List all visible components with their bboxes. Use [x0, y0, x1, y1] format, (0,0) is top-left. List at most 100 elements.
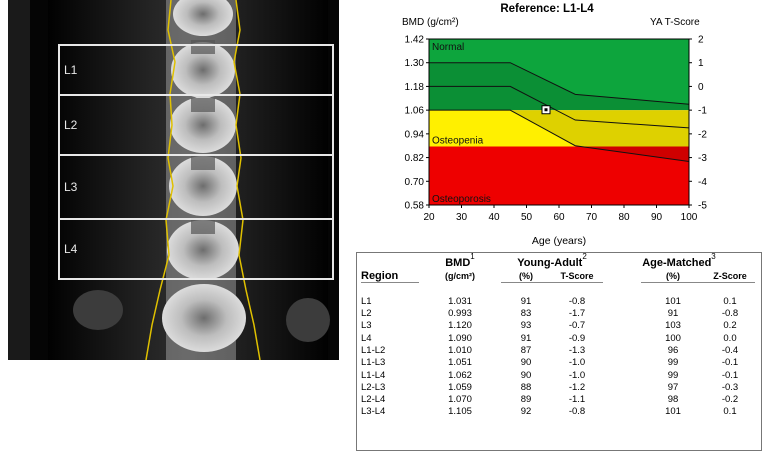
value-cell: 0.1 — [723, 406, 737, 418]
region-cell: L1-L3 — [361, 357, 386, 369]
vertebrae-group — [73, 0, 330, 352]
x-tick-label: 90 — [651, 212, 663, 223]
value-cell: -1.0 — [568, 369, 586, 381]
value-cell: 92 — [520, 406, 532, 418]
y-tick-label: 1.06 — [405, 106, 425, 117]
value-cell: -0.2 — [721, 394, 739, 406]
value-cell: 0.1 — [723, 295, 737, 307]
value-cell: -0.8 — [721, 308, 739, 320]
table-row: L3-L4 1.105 92 -0.8 101 0.1 — [361, 406, 755, 418]
bone-edge-left — [145, 0, 176, 360]
col-header-region: Region — [361, 270, 399, 283]
reference-curve-mean — [429, 85, 690, 129]
y-tick-label: 1.42 — [405, 35, 425, 46]
bmd-results-table-panel: BMD1 Young-Adult2 Age-Matched3 Region (g… — [356, 252, 762, 451]
header-divider-row — [361, 282, 755, 296]
value-cell: 89 — [520, 394, 532, 406]
value-cell: 0.2 — [723, 320, 737, 332]
region-cell: L2 — [361, 308, 372, 320]
x-tick-label: 30 — [456, 212, 468, 223]
region-cell: L2-L4 — [361, 394, 386, 406]
zone-label-osteoporosis: Osteoporosis — [432, 194, 491, 205]
osteoporosis-zone — [429, 146, 689, 205]
y-tick-label: 0.70 — [405, 177, 425, 188]
y2-tick-label: 2 — [698, 35, 704, 46]
col-header-am-pct: (%) — [666, 271, 680, 282]
value-cell: 97 — [667, 381, 679, 393]
value-cell: -0.7 — [568, 320, 586, 332]
table-row: L1-L2 1.010 87 -1.3 96 -0.4 — [361, 345, 755, 357]
value-cell: 1.120 — [448, 320, 472, 332]
table-row: L3 1.120 93 -0.7 103 0.2 — [361, 320, 755, 332]
value-cell: -0.4 — [721, 344, 739, 356]
value-cell: 88 — [520, 381, 532, 393]
value-cell: 90 — [520, 357, 532, 369]
region-cell: L2-L3 — [361, 381, 386, 393]
region-cell: L1-L2 — [361, 344, 386, 356]
roi-box-l3[interactable]: L3 — [58, 154, 334, 220]
y2-tick-label: -2 — [698, 129, 707, 140]
roi-label-l3: L3 — [64, 180, 78, 194]
value-cell: -0.1 — [721, 369, 739, 381]
dxa-spine-scan-image: L1 L2 L3 L4 — [8, 0, 339, 360]
roi-label-l2: L2 — [64, 118, 78, 132]
roi-box-l2[interactable]: L2 — [58, 94, 334, 156]
value-cell: 1.059 — [448, 381, 472, 393]
table-row: L2-L4 1.070 89 -1.1 98 -0.2 — [361, 394, 755, 406]
value-cell: -0.9 — [568, 332, 586, 344]
value-cell: -1.7 — [568, 308, 586, 320]
value-cell: 90 — [520, 369, 532, 381]
value-cell: -0.3 — [721, 381, 739, 393]
y-tick-label: 0.94 — [405, 129, 425, 140]
value-cell: 1.062 — [448, 369, 472, 381]
x-axis-label: Age (years) — [532, 235, 586, 247]
y-tick-label: 0.82 — [405, 153, 425, 164]
roi-box-l4[interactable]: L4 — [58, 218, 334, 280]
value-cell: 100 — [665, 332, 681, 344]
reference-curve-lower — [429, 109, 690, 163]
zone-label-osteopenia: Osteopenia — [432, 136, 484, 147]
value-cell: 91 — [667, 308, 679, 320]
x-tick-label: 80 — [618, 212, 630, 223]
value-cell: 99 — [667, 369, 679, 381]
value-cell: 101 — [665, 406, 681, 418]
x-tick-label: 70 — [586, 212, 598, 223]
value-cell: 96 — [667, 344, 679, 356]
value-cell: -0.8 — [568, 295, 586, 307]
value-cell: 0.993 — [448, 308, 472, 320]
bone-edge-right — [233, 0, 261, 360]
value-cell: 1.031 — [448, 295, 472, 307]
value-cell: 91 — [520, 295, 532, 307]
value-cell: 83 — [520, 308, 532, 320]
value-cell: 93 — [520, 320, 532, 332]
col-header-t-score: T-Score — [560, 271, 594, 282]
col-header-age-matched: Age-Matched3 — [642, 252, 716, 269]
plot-area: Normal Osteopenia Osteoporosis 0.58 0.70 0.82… — [405, 35, 708, 224]
value-cell: 91 — [520, 332, 532, 344]
zone-label-normal: Normal — [432, 42, 464, 53]
bmd-reference-chart: Reference: L1-L4 BMD (g/cm²) YA T-Score … — [402, 3, 708, 247]
table-row: L1 1.031 91 -0.8 101 0.1 — [361, 296, 755, 308]
x-tick-label: 40 — [488, 212, 500, 223]
x-tick-label: 50 — [521, 212, 533, 223]
y-tick-label: 1.18 — [405, 82, 425, 93]
value-cell: 103 — [665, 320, 681, 332]
normal-zone — [429, 39, 689, 111]
value-cell: -1.0 — [568, 357, 586, 369]
y2-tick-label: 0 — [698, 82, 704, 93]
value-cell: 101 — [665, 295, 681, 307]
value-cell: 1.051 — [448, 357, 472, 369]
col-header-z-score: Z-Score — [713, 271, 747, 282]
value-cell: 99 — [667, 357, 679, 369]
table-row: L2 0.993 83 -1.7 91 -0.8 — [361, 308, 755, 320]
region-cell: L3-L4 — [361, 406, 386, 418]
reference-curve-upper — [429, 62, 690, 105]
y2-tick-label: -4 — [698, 177, 707, 188]
y-left-axis-label: BMD (g/cm²) — [402, 17, 459, 28]
roi-box-l1[interactable]: L1 — [58, 44, 334, 96]
region-cell: L3 — [361, 320, 372, 332]
table-row: L4 1.090 91 -0.9 100 0.0 — [361, 332, 755, 344]
value-cell: -0.1 — [721, 357, 739, 369]
table-row: L1-L3 1.051 90 -1.0 99 -0.1 — [361, 357, 755, 369]
patient-marker-center — [544, 108, 548, 112]
